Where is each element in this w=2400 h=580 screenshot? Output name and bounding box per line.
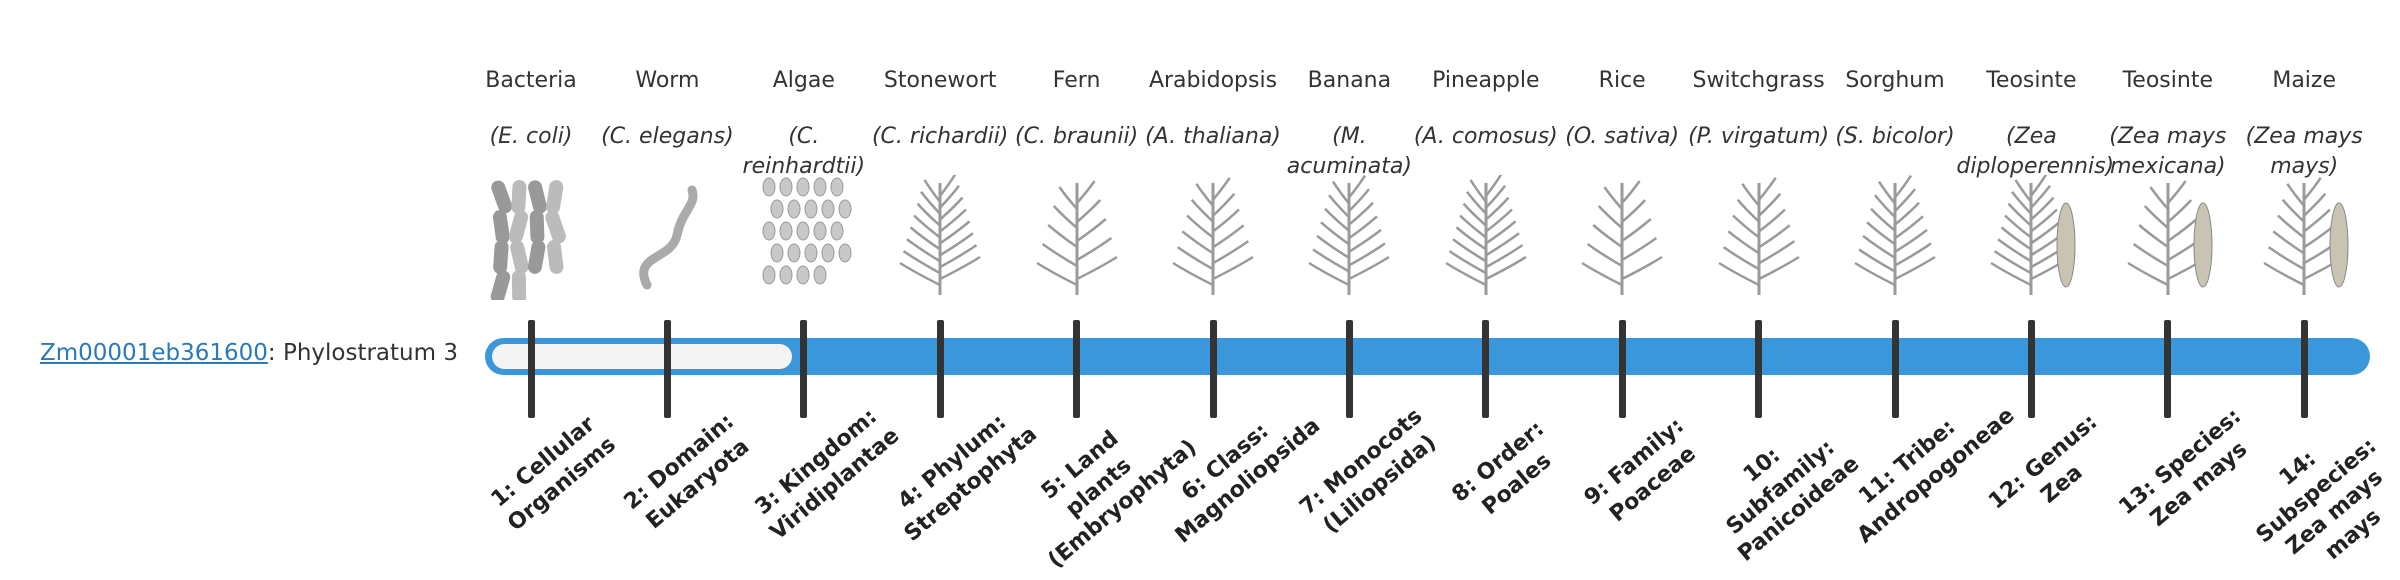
organism-species: (Zea mays mays) [2245,124,2363,179]
stratum-label: 2: Domain: Eukaryota [619,409,755,534]
organism-illustration [1445,175,1527,295]
organism-name: Switchgrass [1692,68,1825,93]
organism-illustration [1172,177,1254,295]
organism-name: Banana [1307,68,1392,93]
stratum-tick [1482,320,1490,418]
organism-illustration [490,180,566,300]
organism-illustration [1990,175,2076,295]
organism-species: (A. comosus) [1413,124,1558,149]
organism-illustration [1035,180,1118,295]
organism-species: (Zea mays mexicana) [2109,124,2227,179]
stratum-tick [1345,320,1353,418]
organism-species: (C. reinhardtii) [742,124,866,179]
organism-species: (M. acuminata) [1286,124,1412,179]
organism-species: (Zea diploperennis) [1956,124,2115,179]
stratum-label: 1: Cellular Organisms [486,411,621,537]
organism-illustration [639,185,698,290]
organism-name: Stonewort [883,68,997,93]
organism-illustration [1854,175,1936,295]
organism-species: (E. coli) [489,124,573,149]
stratum-bar-empty [492,344,792,369]
organism-name: Teosinte [1986,68,2077,93]
stratum-tick [1073,320,1081,418]
organism-illustration [762,177,852,285]
stratum-tick [1755,320,1763,418]
organism-species: (O. sativa) [1565,124,1680,149]
organism-name: Pineapple [1432,68,1540,93]
organism-illustration [2263,177,2349,295]
organism-species: (C. elegans) [601,124,734,149]
organism-name: Teosinte [2122,68,2213,93]
organism-name: Worm [635,68,700,93]
stratum-tick [800,320,808,418]
organism-name: Fern [1052,68,1101,93]
organism-illustration [1308,175,1391,295]
stratum-tick [2027,320,2035,418]
stratum-tick [663,320,671,418]
stratum-label: 8: Order: Poales [1447,416,1556,520]
stratum-tick [2164,320,2172,418]
organism-name: Rice [1598,68,1646,93]
organism-name: Bacteria [485,68,577,93]
stratum-bar [485,338,2370,375]
organism-illustration [2127,180,2213,295]
stratum-label: 3: Kingdom: Viridiplantae [750,404,904,545]
organism-species: (P. virgatum) [1688,124,1830,149]
stratum-tick [527,320,535,418]
organism-species: (S. bicolor) [1835,124,1955,149]
organism-illustration [899,175,981,295]
organism-name: Algae [772,68,835,93]
organism-illustration [1717,177,1800,295]
gene-stratum: : Phylostratum 3 [267,340,458,366]
stratum-tick [1891,320,1899,418]
stratum-tick [1618,320,1626,418]
stratum-tick [936,320,944,418]
organism-illustration [1581,180,1663,295]
organism-name: Sorghum [1845,68,1945,93]
organism-species: (C. braunii) [1015,124,1139,149]
organism-species: (C. richardii) [871,124,1009,149]
organism-species: (A. thaliana) [1145,124,1281,149]
stratum-tick [2300,320,2308,418]
organism-name: Maize [2272,68,2337,93]
stratum-tick [1209,320,1217,418]
gene-link[interactable]: Zm00001eb361600 [40,340,268,366]
gene-label: Zm00001eb361600: Phylostratum 3 [40,340,458,366]
organism-name: Arabidopsis [1148,68,1278,93]
